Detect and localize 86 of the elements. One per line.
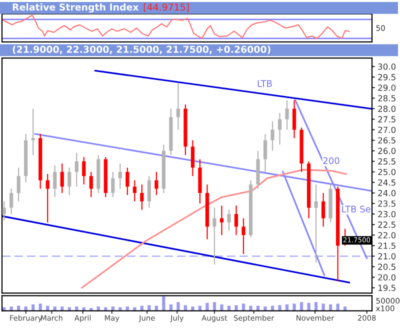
annotation: LTB [258, 80, 272, 87]
bar [278, 305, 282, 311]
candlestick [190, 140, 195, 177]
y-tick-label: 28.0 [378, 106, 396, 112]
y-tick-label: 27.5 [378, 116, 396, 122]
y-tick-label: 25.0 [378, 168, 396, 176]
candlestick [176, 82, 180, 130]
y-tick-label: 24.5 [378, 179, 396, 186]
candlestick [314, 184, 318, 264]
annotation: 200 [323, 157, 340, 164]
y-tick-label: 27.0 [378, 126, 396, 134]
y-tick-label: 19.5 [378, 284, 396, 292]
y-tick-label: 29.0 [378, 84, 396, 91]
candlestick [227, 209, 231, 232]
candlestick [263, 133, 268, 172]
candlestick [154, 171, 158, 196]
bar [322, 304, 325, 311]
bar [82, 307, 86, 311]
bar [264, 306, 267, 311]
candlestick [46, 173, 50, 223]
bar [104, 307, 108, 311]
chart-title: Relative Strength Index [12, 3, 139, 13]
bar [307, 302, 310, 311]
candlestick [82, 156, 86, 186]
candlestick [212, 207, 216, 266]
candlestick [321, 192, 326, 228]
y-tick-label: 26.0 [378, 148, 396, 154]
candlestick [111, 171, 115, 198]
y-tick-label: 20.5 [378, 264, 396, 270]
y-tick-label: 25.5 [378, 158, 396, 165]
y-tick-label: 30.0 [378, 63, 396, 70]
candlestick [16, 167, 20, 202]
candlestick [140, 184, 144, 210]
y-tick-label: 23.5 [378, 200, 396, 207]
y-tick-label: 28.5 [378, 95, 396, 102]
y-tick-label: 26.5 [378, 137, 396, 144]
candlestick [60, 162, 64, 194]
candlestick [292, 100, 296, 139]
bar [68, 307, 71, 311]
bar [300, 302, 304, 311]
candlestick [2, 200, 6, 221]
annotation: LTB Se [342, 206, 370, 212]
y-tick-label: 22.0 [378, 232, 396, 238]
bar [234, 305, 238, 311]
candlestick [147, 176, 151, 208]
candlestick [270, 120, 274, 152]
bar [184, 305, 187, 311]
bar [148, 305, 151, 311]
candlestick [31, 108, 35, 156]
candlestick [118, 162, 122, 190]
chart-title: (21.9000, 22.3000, 21.5000, 21.7500, +0.26000) [12, 46, 270, 54]
candlestick [220, 205, 224, 236]
y-tick-label: 21.5 [378, 242, 396, 249]
chart-subtitle: [44.9715] [144, 3, 189, 12]
candlestick [132, 180, 136, 202]
bar [314, 302, 318, 311]
bar [212, 302, 216, 311]
candlestick [278, 112, 282, 146]
y-tick-label: 20.0 [378, 274, 396, 281]
candlestick [89, 171, 93, 198]
candlestick [242, 218, 246, 255]
bar [176, 302, 180, 311]
bar [242, 304, 246, 311]
candlestick [234, 205, 238, 236]
y-tick-label: 24.0 [378, 190, 396, 196]
candlestick [68, 167, 72, 196]
candlestick [126, 167, 130, 196]
candlestick [10, 188, 14, 215]
bar [118, 307, 122, 311]
bar [206, 302, 209, 311]
y-tick-label: 21.0 [378, 253, 396, 260]
bar [133, 307, 136, 311]
bar [292, 304, 296, 311]
candlestick [74, 152, 78, 188]
bar [2, 307, 6, 311]
bar [38, 304, 42, 311]
y-tick-label: 22.5 [378, 222, 396, 228]
candlestick [285, 100, 289, 130]
bar [162, 296, 166, 311]
y-tick-label: 23.0 [378, 211, 396, 218]
bar [249, 306, 252, 311]
candlestick [53, 164, 57, 198]
bar [220, 304, 224, 311]
y-tick-label: 29.5 [378, 74, 396, 80]
bar [336, 304, 340, 311]
bar [191, 306, 194, 311]
